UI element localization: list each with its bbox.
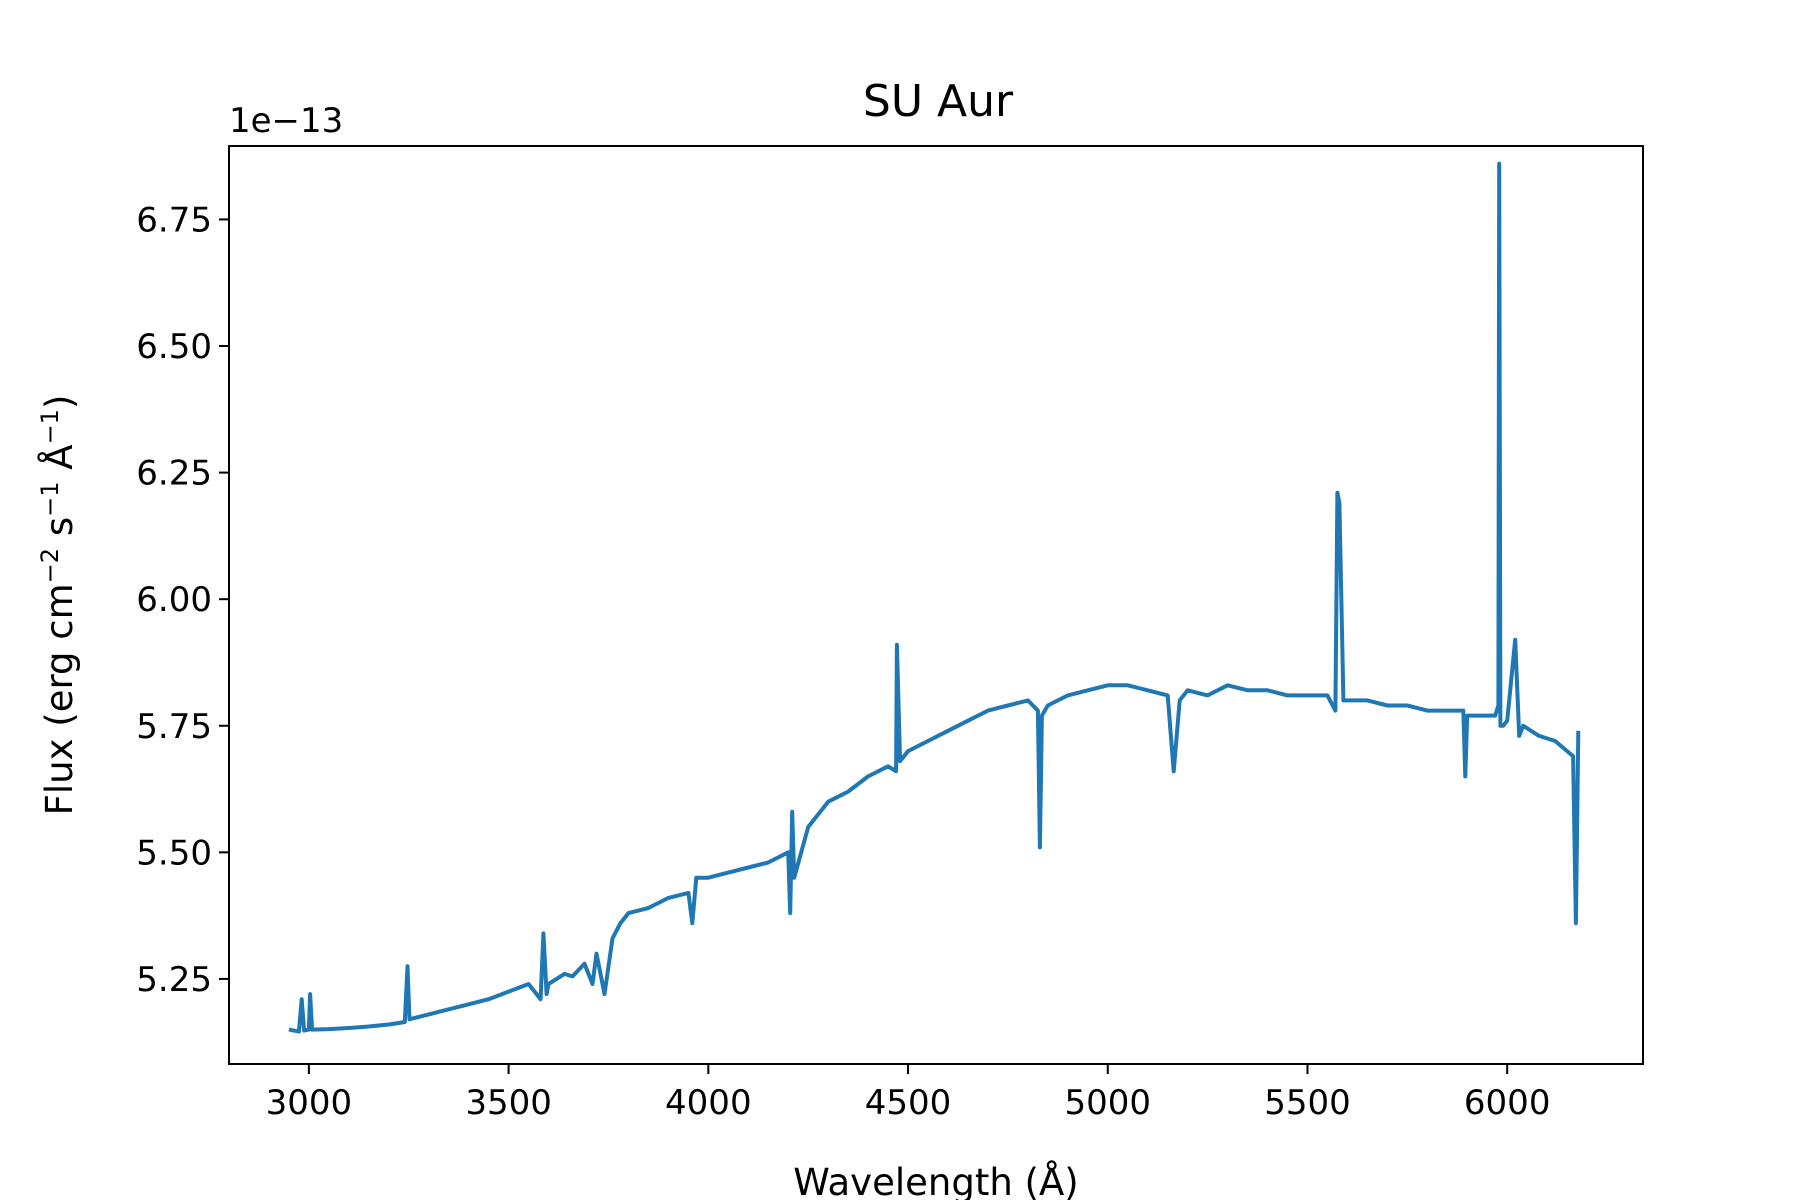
y-axis: 5.25 5.50 5.75 6.00 6.25 6.50 6.75: [136, 200, 229, 1000]
x-tick-label: 4500: [865, 1083, 952, 1123]
y-tick-label: 6.00: [136, 580, 212, 620]
x-tick-label: 6000: [1464, 1083, 1551, 1123]
plot-frame: [228, 145, 1644, 1065]
y-tick-label: 5.75: [136, 707, 212, 747]
x-tick-label: 4000: [665, 1083, 752, 1123]
y-tick-label: 5.25: [136, 960, 212, 1000]
x-axis: 3000 3500 4000 4500 5000 5500 6000: [266, 1064, 1551, 1123]
x-tick-label: 5500: [1264, 1083, 1351, 1123]
y-tick-label: 5.50: [136, 833, 212, 873]
y-tick-label: 6.25: [136, 454, 212, 494]
plot-area: [288, 161, 1581, 1034]
chart-title: SU Aur: [863, 76, 1014, 127]
y-tick-label: 6.50: [136, 327, 212, 367]
x-tick-label: 3500: [465, 1083, 552, 1123]
y-axis-label: Flux (erg cm−2 s−1 Å−1): [36, 395, 81, 816]
x-tick-label: 3000: [266, 1083, 353, 1123]
x-axis-label: Wavelength (Å): [793, 1160, 1078, 1200]
y-tick-label: 6.75: [136, 200, 212, 240]
y-axis-offset: 1e−13: [229, 101, 343, 141]
x-tick-label: 5000: [1064, 1083, 1151, 1123]
series-line-0: [288, 161, 1581, 1034]
